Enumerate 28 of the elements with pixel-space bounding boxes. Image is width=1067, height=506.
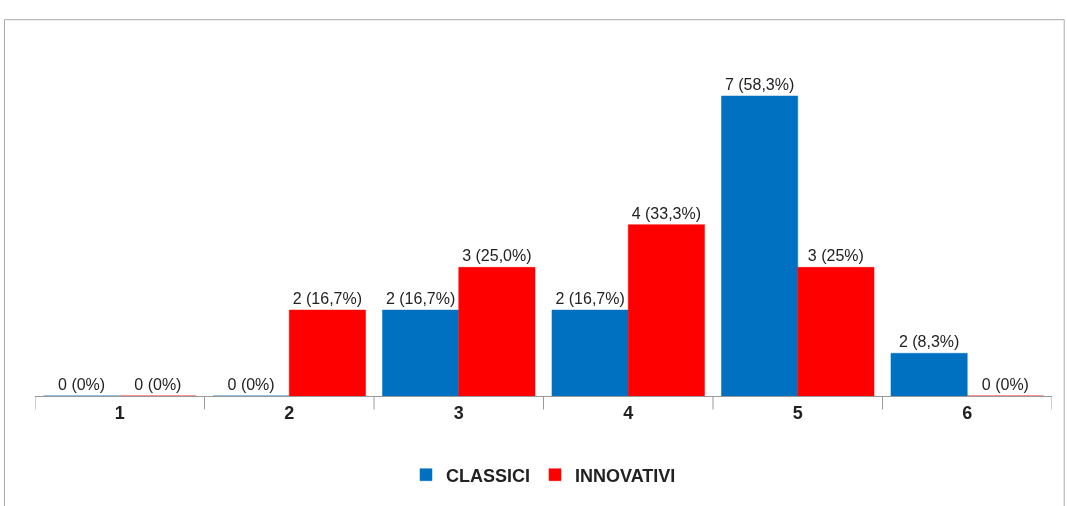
bar xyxy=(890,353,968,396)
data-label: 7 (58,3%) xyxy=(724,76,795,93)
bar xyxy=(721,95,798,396)
data-label: 2 (16,7%) xyxy=(385,290,456,308)
bar xyxy=(628,224,705,396)
legend-label: INNOVATIVI xyxy=(575,465,676,486)
legend-label: CLASSICI xyxy=(446,465,531,486)
data-label: 0 (0%) xyxy=(134,376,182,393)
bar xyxy=(551,309,629,396)
bar xyxy=(289,309,366,396)
data-label: 4 (33,3%) xyxy=(631,204,702,222)
x-tick-label: 2 xyxy=(284,402,295,423)
data-label: 0 (0%) xyxy=(981,376,1029,393)
data-label: 2 (8,3%) xyxy=(898,333,960,351)
bar xyxy=(797,267,875,396)
x-tick-label: 5 xyxy=(792,402,803,423)
x-tick-label: 1 xyxy=(114,402,125,423)
bar xyxy=(458,267,536,396)
data-label: 2 (16,7%) xyxy=(555,290,625,308)
data-label: 3 (25%) xyxy=(807,247,864,265)
x-tick-label: 3 xyxy=(453,402,464,423)
data-label: 3 (25,0%) xyxy=(462,247,532,265)
bar xyxy=(382,309,459,396)
data-label: 2 (16,7%) xyxy=(292,290,363,308)
data-label: 0 (0%) xyxy=(227,376,275,393)
x-tick-label: 6 xyxy=(962,402,973,423)
x-tick-label: 4 xyxy=(623,402,634,423)
data-label: 0 (0%) xyxy=(58,376,106,393)
